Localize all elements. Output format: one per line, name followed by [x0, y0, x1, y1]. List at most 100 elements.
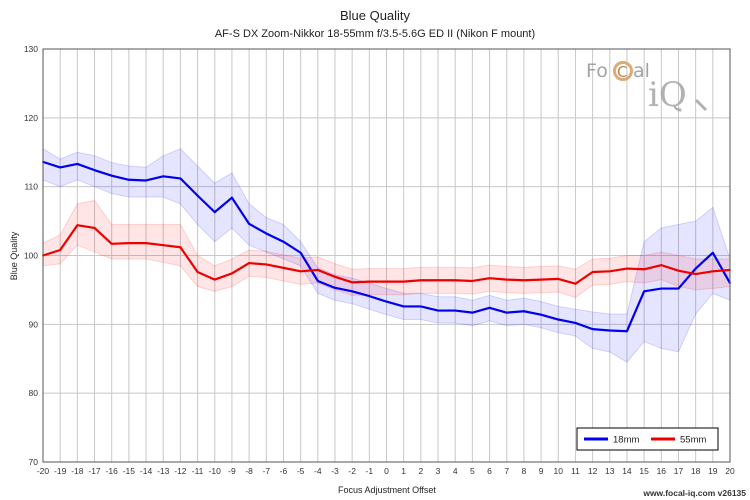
data-point-18mm	[351, 290, 354, 293]
data-point-55mm	[127, 242, 130, 245]
data-point-18mm	[505, 311, 508, 314]
x-tick-label: 12	[588, 466, 598, 476]
data-point-55mm	[437, 279, 439, 282]
data-point-18mm	[488, 306, 491, 309]
data-point-18mm	[299, 251, 302, 254]
x-tick-label: 6	[487, 466, 492, 476]
x-tick-label: 11	[571, 466, 580, 476]
data-point-55mm	[402, 280, 405, 283]
x-tick-label: -9	[228, 466, 236, 476]
data-point-18mm	[471, 311, 474, 314]
x-tick-label: -16	[106, 466, 119, 476]
x-tick-label: 15	[639, 466, 649, 476]
data-point-55mm	[93, 227, 96, 229]
data-point-55mm	[505, 278, 508, 281]
data-point-55mm	[471, 280, 474, 282]
data-point-18mm	[437, 309, 439, 312]
data-point-55mm	[540, 278, 542, 281]
data-point-18mm	[694, 267, 697, 270]
chart-subtitle: AF-S DX Zoom-Nikkor 18-55mm f/3.5-5.6G E…	[215, 28, 535, 40]
legend-box	[576, 427, 719, 451]
data-point-55mm	[660, 264, 663, 267]
data-point-18mm	[162, 175, 165, 178]
data-point-55mm	[523, 279, 525, 282]
series-lines	[42, 160, 731, 333]
data-point-55mm	[299, 270, 302, 273]
x-tick-label: -1	[366, 466, 374, 476]
x-tick-label: -20	[37, 466, 50, 476]
x-tick-label: -15	[123, 466, 136, 476]
x-tick-label: 10	[554, 466, 564, 476]
data-point-18mm	[540, 313, 542, 316]
data-point-18mm	[626, 330, 628, 333]
x-tick-label: -13	[157, 466, 170, 476]
data-point-55mm	[626, 267, 628, 270]
x-tick-label: -11	[192, 466, 204, 476]
data-point-55mm	[179, 246, 182, 249]
data-point-18mm	[711, 251, 714, 254]
y-axis-label: Blue Quality	[9, 231, 19, 280]
data-point-18mm	[196, 194, 199, 197]
y-tick-label: 110	[24, 182, 38, 192]
x-tick-label: -2	[348, 466, 356, 476]
data-point-55mm	[196, 271, 199, 273]
data-point-18mm	[110, 174, 113, 177]
data-point-18mm	[265, 232, 268, 235]
x-tick-label: -14	[140, 466, 153, 476]
data-point-55mm	[574, 282, 577, 285]
x-tick-label: -5	[297, 466, 305, 476]
x-tick-label: 18	[691, 466, 701, 476]
x-tick-label: -19	[54, 466, 67, 476]
data-point-55mm	[110, 242, 113, 245]
data-point-18mm	[608, 329, 611, 332]
logo-text-al: al	[633, 60, 650, 82]
x-tick-label: 3	[436, 466, 441, 476]
logo-text-iq: iQ	[648, 75, 687, 115]
logo-c-ring	[613, 61, 633, 81]
data-point-55mm	[488, 277, 491, 280]
x-tick-labels: -20 -19 -18 -17 -16 -15 -14 -13 -12 -11 -10 -9 -8 -7-…	[37, 466, 735, 476]
data-point-18mm	[643, 290, 646, 293]
x-tick-label: 19	[708, 466, 718, 476]
y-tick-label: 90	[29, 319, 39, 329]
legend-label-18mm: 18mm	[613, 435, 639, 446]
data-point-55mm	[643, 268, 646, 271]
data-point-55mm	[368, 280, 371, 283]
y-tick-label: 120	[24, 113, 38, 123]
data-point-18mm	[213, 211, 216, 214]
x-tick-label: -6	[280, 466, 288, 476]
y-tick-label: 130	[24, 44, 38, 54]
y-tick-label: 100	[24, 251, 38, 261]
x-tick-label: 20	[725, 466, 735, 476]
x-tick-label: 17	[674, 466, 684, 476]
data-point-18mm	[231, 196, 233, 199]
x-tick-label: 14	[622, 466, 632, 476]
data-point-18mm	[419, 305, 422, 308]
y-tick-label: 80	[29, 388, 39, 398]
data-point-55mm	[59, 249, 62, 251]
data-point-55mm	[334, 275, 336, 278]
x-tick-label: 2	[418, 466, 423, 476]
data-point-55mm	[76, 224, 79, 227]
data-point-55mm	[213, 278, 216, 281]
x-tick-label: 13	[605, 466, 615, 476]
data-point-55mm	[677, 269, 680, 272]
data-point-18mm	[248, 222, 251, 225]
data-point-18mm	[145, 179, 147, 182]
x-tick-label: 5	[470, 466, 475, 476]
x-tick-label: 1	[401, 466, 406, 476]
data-point-18mm	[557, 318, 560, 321]
data-point-55mm	[454, 279, 457, 282]
legend: 18mm 55mm	[576, 427, 719, 451]
x-tick-label: -18	[71, 466, 84, 476]
data-point-55mm	[231, 272, 233, 275]
data-point-55mm	[557, 278, 560, 280]
data-point-55mm	[694, 273, 697, 275]
data-point-18mm	[76, 163, 79, 165]
x-tick-label: -4	[314, 466, 322, 476]
data-point-55mm	[419, 279, 422, 282]
data-point-18mm	[59, 166, 62, 169]
x-tick-label: 0	[384, 466, 389, 476]
data-point-18mm	[574, 322, 577, 324]
